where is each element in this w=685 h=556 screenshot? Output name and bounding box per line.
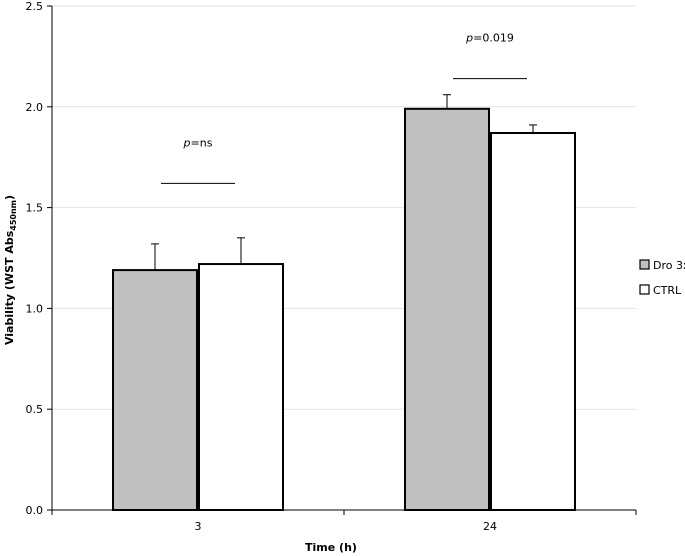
p-value: =0.019 <box>473 32 514 45</box>
y-axis-title-subscript: 450nm <box>9 200 18 231</box>
y-axis-title-close: ) <box>3 195 16 200</box>
p-symbol: p <box>183 136 191 149</box>
x-ticks: 3 24 <box>51 510 637 533</box>
y-tick-label: 0.5 <box>26 403 44 416</box>
significance-label: p=ns <box>183 136 213 149</box>
annotations: p=nsp=0.019 <box>161 32 527 184</box>
x-tick-label: 3 <box>195 520 202 533</box>
y-tick-label: 0.0 <box>26 504 44 517</box>
bar <box>404 107 490 511</box>
y-axis-title-main: Viability (WST Abs <box>3 230 16 345</box>
y-axis-title: Viability (WST Abs450nm) <box>3 195 18 345</box>
y-tick-label: 2.0 <box>26 101 44 114</box>
legend-swatch <box>639 284 650 295</box>
legend-label: CTRL <box>653 284 682 297</box>
y-tick-label: 1.5 <box>26 202 44 215</box>
legend: Dro 3x CTRL <box>639 259 685 297</box>
bar <box>112 269 198 512</box>
y-tick-label: 1.0 <box>26 302 44 315</box>
p-value: =ns <box>191 136 213 149</box>
p-symbol: p <box>465 32 473 45</box>
bar <box>490 132 576 511</box>
significance-label: p=0.019 <box>465 32 514 45</box>
legend-label: Dro 3x <box>653 259 685 272</box>
legend-swatch <box>639 259 650 270</box>
x-axis-title: Time (h) <box>305 541 357 554</box>
bars <box>112 94 576 512</box>
y-tick-label: 2.5 <box>26 0 44 13</box>
bar <box>198 263 284 511</box>
x-tick-label: 24 <box>483 520 497 533</box>
y-ticks: 0.0 0.5 1.0 1.5 2.0 2.5 <box>26 0 52 517</box>
